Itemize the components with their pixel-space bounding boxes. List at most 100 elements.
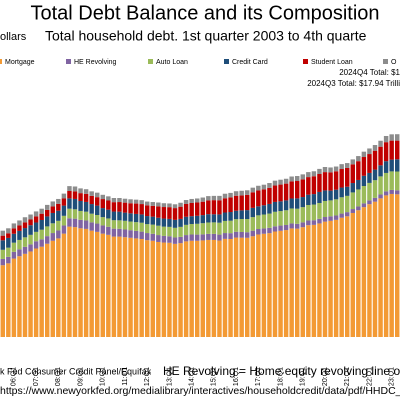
bar-segment [300,197,305,208]
bar-segment [139,231,144,239]
bar-segment [100,199,105,209]
legend-swatch [303,59,308,64]
bar-segment [322,166,328,173]
bar-segment [22,253,28,337]
bar-segment [317,168,322,175]
bar-segment [245,219,250,233]
bar-segment [317,174,322,192]
bar-segment [389,193,394,337]
bar-segment [45,216,50,227]
bar-segment [0,240,5,250]
bar-segment [117,198,122,203]
bar-segment [178,236,183,244]
bar-segment [339,213,344,218]
bar-segment [350,164,355,184]
x-tick-label: 11:Q1 [122,367,129,386]
bar-segment [372,145,378,151]
bar-segment [272,180,278,186]
bar-segment [295,181,300,199]
bar-segment [17,249,22,257]
bar-segment [211,214,217,223]
bar-segment [178,226,183,237]
bar-segment [117,211,122,221]
bar-segment [267,233,272,337]
bar-segment [128,199,133,204]
bar-segment [111,236,117,337]
bar-segment [167,236,172,243]
bar-segment [228,233,233,239]
x-tick-label: 12:Q1 [144,367,151,386]
bar-segment [206,239,211,337]
bar-segment [395,194,400,337]
bar-segment [61,193,67,199]
bar-segment [228,197,233,213]
bar-segment [150,216,155,225]
bar-segment [261,184,267,190]
bar-segment [167,226,172,237]
bar-segment [306,205,311,221]
bar-segment [200,197,205,202]
bar-segment [167,203,172,208]
bar-segment [306,194,311,206]
bar-segment [89,222,94,231]
bar-segment [211,222,217,234]
bar-segment [283,200,289,211]
bar-segment [295,228,300,337]
bar-segment [217,200,222,215]
bar-segment [172,219,178,228]
bar-segment [0,249,5,259]
bar-segment [150,202,155,206]
bar-segment [83,201,89,212]
bar-segment [389,159,394,172]
bar-segment [189,240,194,337]
y-axis-label: ollars [0,31,27,43]
bar-segment [200,223,205,235]
bar-segment [106,218,111,227]
bar-segment [278,179,283,185]
bar-segment [361,203,367,208]
bar-segment [239,231,244,238]
bar-segment [100,194,105,200]
bar-segment [339,217,344,337]
bar-segment [222,233,228,239]
x-tick-label: 15:Q1 [211,367,218,386]
bar-segment [56,238,61,337]
bar-segment [83,193,89,202]
bar-segment [272,211,278,227]
bar-segment [122,202,128,213]
bar-segment [361,207,367,337]
bar-segment [206,222,211,234]
bar-segment [311,204,317,221]
bar-segment [317,191,322,203]
bar-segment [33,222,39,232]
bar-segment [317,218,322,224]
bar-segment [133,203,139,214]
legend-label: Credit Card [232,59,268,66]
bar-segment [167,218,172,227]
bar-segment [367,204,372,337]
bar-segment [228,238,233,337]
bar-segment [78,193,83,201]
bar-segment [11,233,17,243]
bar-segment [172,243,178,337]
bar-segment [289,228,294,337]
bar-segment [261,214,267,229]
x-tick-label: 21:Q1 [344,367,351,386]
bar-segment [45,204,50,210]
bar-segment [145,233,150,241]
bar-segment [361,157,367,176]
bar-segment [239,210,244,220]
bar-segment [372,201,378,337]
bar-segment [333,166,339,172]
bar-segment [306,220,311,226]
bar-segment [28,225,33,235]
bar-segment [345,167,350,187]
bar-segment [139,238,144,337]
bar-segment [156,241,161,337]
bar-segment [0,230,5,236]
bar-segment [128,230,133,238]
bar-segment [383,195,389,337]
url: https://www.newyorkfed.org/medialibrary/… [0,385,400,397]
bar-segment [167,207,172,219]
bar-segment [89,191,94,196]
